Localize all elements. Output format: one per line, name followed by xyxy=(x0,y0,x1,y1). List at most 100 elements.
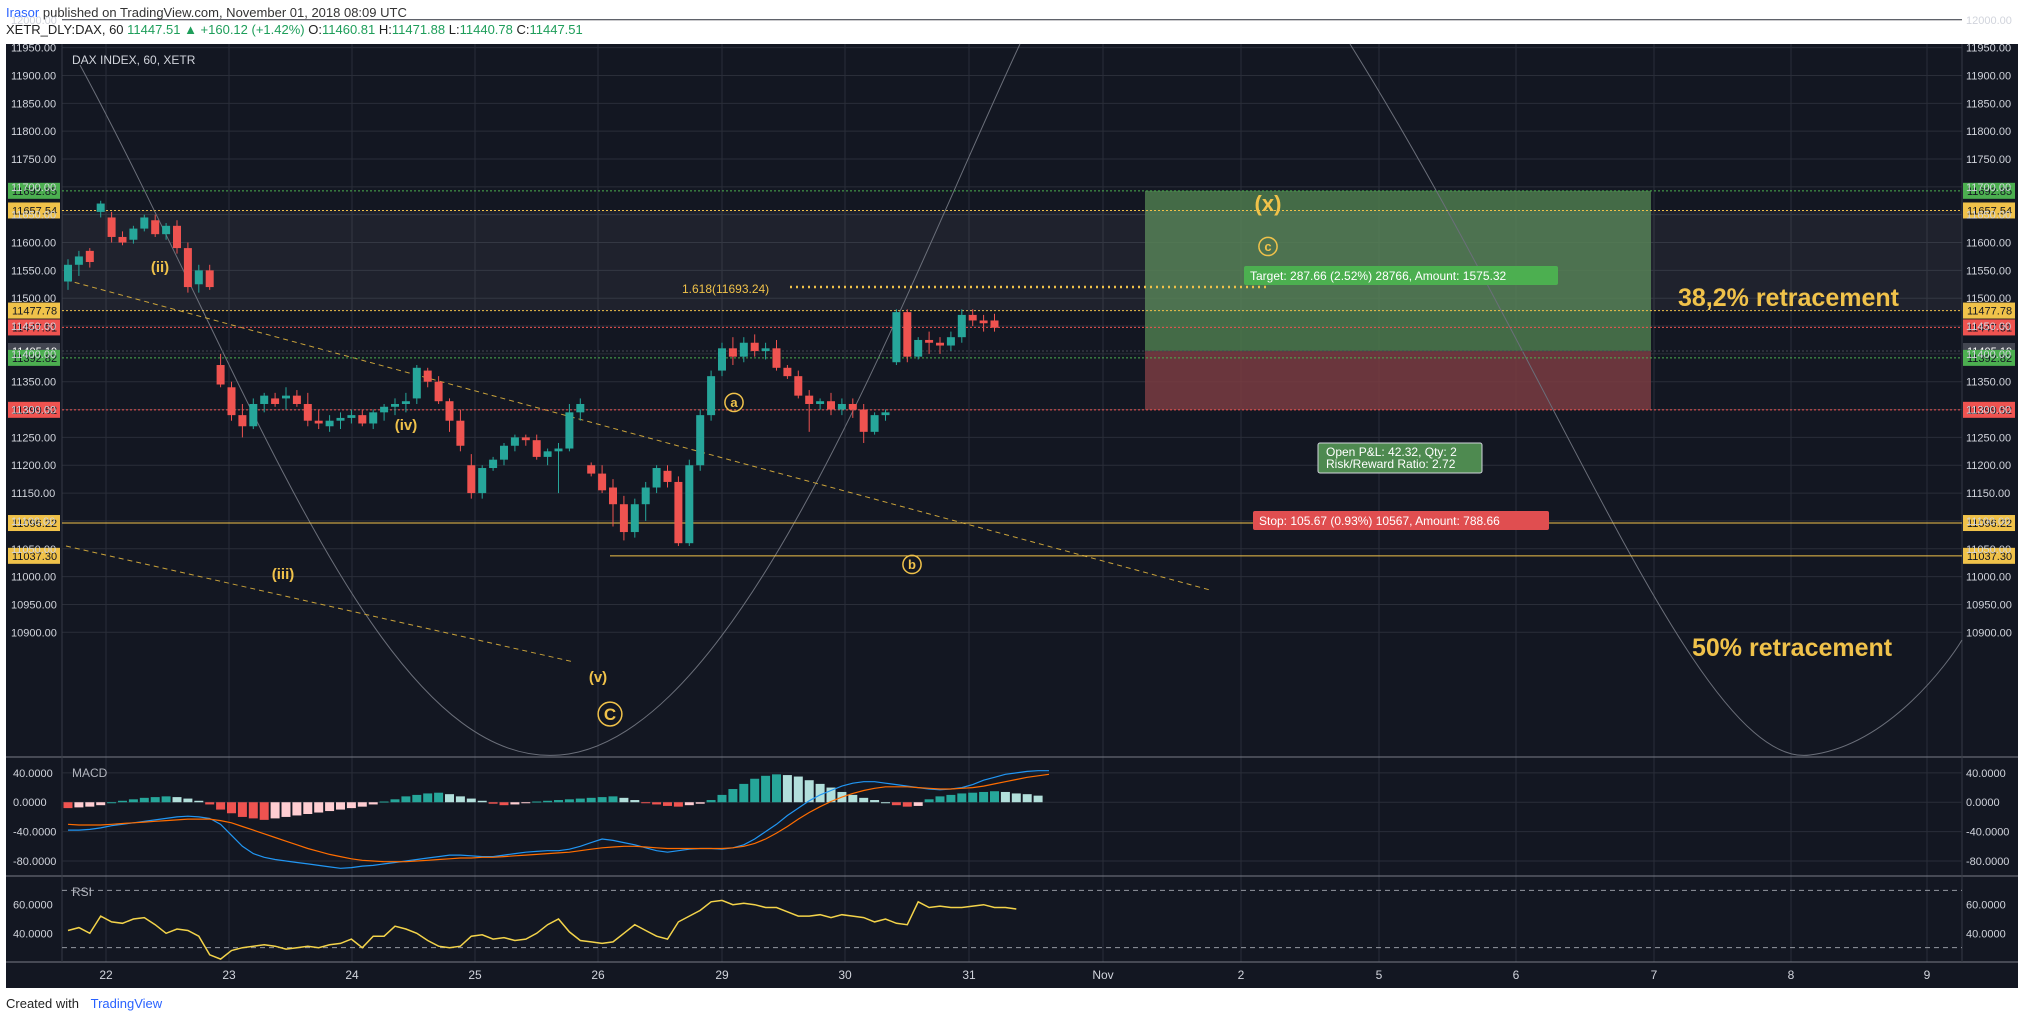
candle-body xyxy=(936,342,944,346)
candle-body xyxy=(249,403,258,427)
macd-histogram-bar xyxy=(968,792,978,803)
candle-body xyxy=(292,395,301,404)
chart-canvas[interactable]: 11692.85 11692.85 11657.54 11657.54 11477.78… xyxy=(0,0,2024,990)
price-level-tag-label: 11447.51 xyxy=(12,322,57,334)
candle-body xyxy=(227,387,236,416)
candle-body xyxy=(173,225,181,249)
wave-label: b xyxy=(908,557,916,572)
macd-tick-label: 40.0000 xyxy=(13,768,53,780)
price-level-tag-label: 11477.78 xyxy=(1967,306,2012,318)
candle-body xyxy=(85,250,94,263)
price-tick-label: 11150.00 xyxy=(1966,488,2010,500)
candle-body xyxy=(358,415,367,424)
macd-histogram-bar xyxy=(793,776,803,803)
created-with-text: Created with xyxy=(6,996,79,1011)
candle-body xyxy=(870,415,879,432)
wave-circle xyxy=(597,701,623,727)
macd-histogram-bar xyxy=(314,802,324,813)
price-tick-label: 11800.00 xyxy=(11,126,56,138)
price-tick-label: 11950.00 xyxy=(1966,43,2011,55)
candle-body xyxy=(903,312,912,357)
horizontal-levels: 11692.85 11692.85 11657.54 11657.54 11477.78… xyxy=(8,182,2015,564)
candle-body xyxy=(543,451,552,457)
candle-body xyxy=(728,348,737,357)
price-tick-label: 11800.00 xyxy=(1966,126,2011,138)
price-tick-label: 11500.00 xyxy=(1966,293,2011,305)
time-tick-label: 22 xyxy=(99,968,113,982)
macd-histogram-bar xyxy=(761,775,771,803)
candle-body xyxy=(336,417,345,421)
candle-body xyxy=(271,398,280,404)
price-tick-label: 11750.00 xyxy=(11,154,56,166)
left-axis: 12100.0012050.0012000.0011950.0011900.00… xyxy=(11,15,57,639)
candle-body xyxy=(761,348,770,352)
stop-label: Stop: 105.67 (0.93%) 10567, Amount: 788.… xyxy=(1259,514,1500,528)
price-level-tag xyxy=(8,515,60,532)
candle-body xyxy=(794,376,803,396)
retracement-382-label: 38,2% retracement xyxy=(1678,284,1900,312)
macd-tick-label: -40.0000 xyxy=(1966,827,2009,839)
cycle-curve xyxy=(1349,43,1963,756)
price-level-tag-label: 11392.82 xyxy=(12,353,57,365)
price-level-tag xyxy=(8,401,60,418)
price-level-tag-label: 11657.54 xyxy=(12,205,57,217)
macd-histogram-bar xyxy=(499,802,509,806)
price-tick-label: 11850.00 xyxy=(11,98,56,110)
macd-histogram-bar xyxy=(248,802,258,819)
wave-label: (iv) xyxy=(395,417,418,434)
time-tick-label: 9 xyxy=(1924,968,1931,982)
retracement-50-label: 50% retracement xyxy=(1692,634,1893,662)
candle-body xyxy=(151,220,160,235)
time-tick-label: 26 xyxy=(591,968,605,982)
price-level-tag xyxy=(1963,302,2015,319)
candle-body xyxy=(96,203,105,212)
macd-histogram-bar xyxy=(630,800,640,803)
last-price: 11447.51 xyxy=(127,22,181,37)
macd-histogram-bar xyxy=(150,797,160,803)
price-level-tag xyxy=(1963,401,2015,418)
price-tick-label: 10900.00 xyxy=(1966,627,2012,639)
macd-histogram-bar xyxy=(118,800,127,803)
macd-histogram-bar xyxy=(161,796,171,803)
candle-body xyxy=(652,468,661,488)
macd-histogram-bar xyxy=(368,802,378,805)
price-tick-label: 11450.00 xyxy=(11,321,56,333)
time-tick-label: 2 xyxy=(1238,968,1245,982)
macd-histogram-bar xyxy=(357,802,367,807)
macd-histogram-bar xyxy=(902,802,912,807)
macd-histogram-bar xyxy=(237,802,247,817)
time-tick-label: 5 xyxy=(1376,968,1383,982)
author-link[interactable]: Irasor xyxy=(6,5,40,20)
price-tick-label: 12000.00 xyxy=(11,15,57,27)
candle-body xyxy=(772,348,781,368)
macd-histogram-bar xyxy=(728,789,738,803)
candle-body xyxy=(401,401,410,404)
time-tick-label: 25 xyxy=(468,968,482,982)
price-level-tag xyxy=(8,547,60,564)
tradingview-link[interactable]: TradingView xyxy=(90,996,163,1011)
price-level-tag-label: 11037.30 xyxy=(1967,551,2012,563)
macd-histogram-bar xyxy=(859,797,869,803)
candle-body xyxy=(162,225,171,235)
candle-body xyxy=(630,504,639,533)
wave-label: C xyxy=(604,705,616,724)
price-tick-label: 11300.00 xyxy=(1966,405,2011,417)
macd-histogram-bar xyxy=(1011,793,1021,803)
wave-label: a xyxy=(730,395,738,410)
macd-histogram-bar xyxy=(216,802,226,810)
chart-background xyxy=(6,44,2018,988)
low-label: L: xyxy=(448,22,460,37)
candle-body xyxy=(140,217,149,229)
macd-histogram-bar xyxy=(390,799,400,803)
time-tick-label: 30 xyxy=(838,968,852,982)
macd-histogram-bar xyxy=(663,802,672,806)
pnl-box xyxy=(1317,442,1483,474)
price-tick-label: 11250.00 xyxy=(11,432,56,444)
time-tick-label: 24 xyxy=(345,968,359,982)
symbol-label[interactable]: XETR_DLY:DAX, 60 xyxy=(6,22,124,37)
candle-body xyxy=(750,342,759,352)
macd-histogram-bar xyxy=(979,791,989,803)
time-tick-label: 8 xyxy=(1788,968,1795,982)
macd-histogram-bar xyxy=(717,794,727,803)
price-tick-label: 11350.00 xyxy=(11,377,56,389)
